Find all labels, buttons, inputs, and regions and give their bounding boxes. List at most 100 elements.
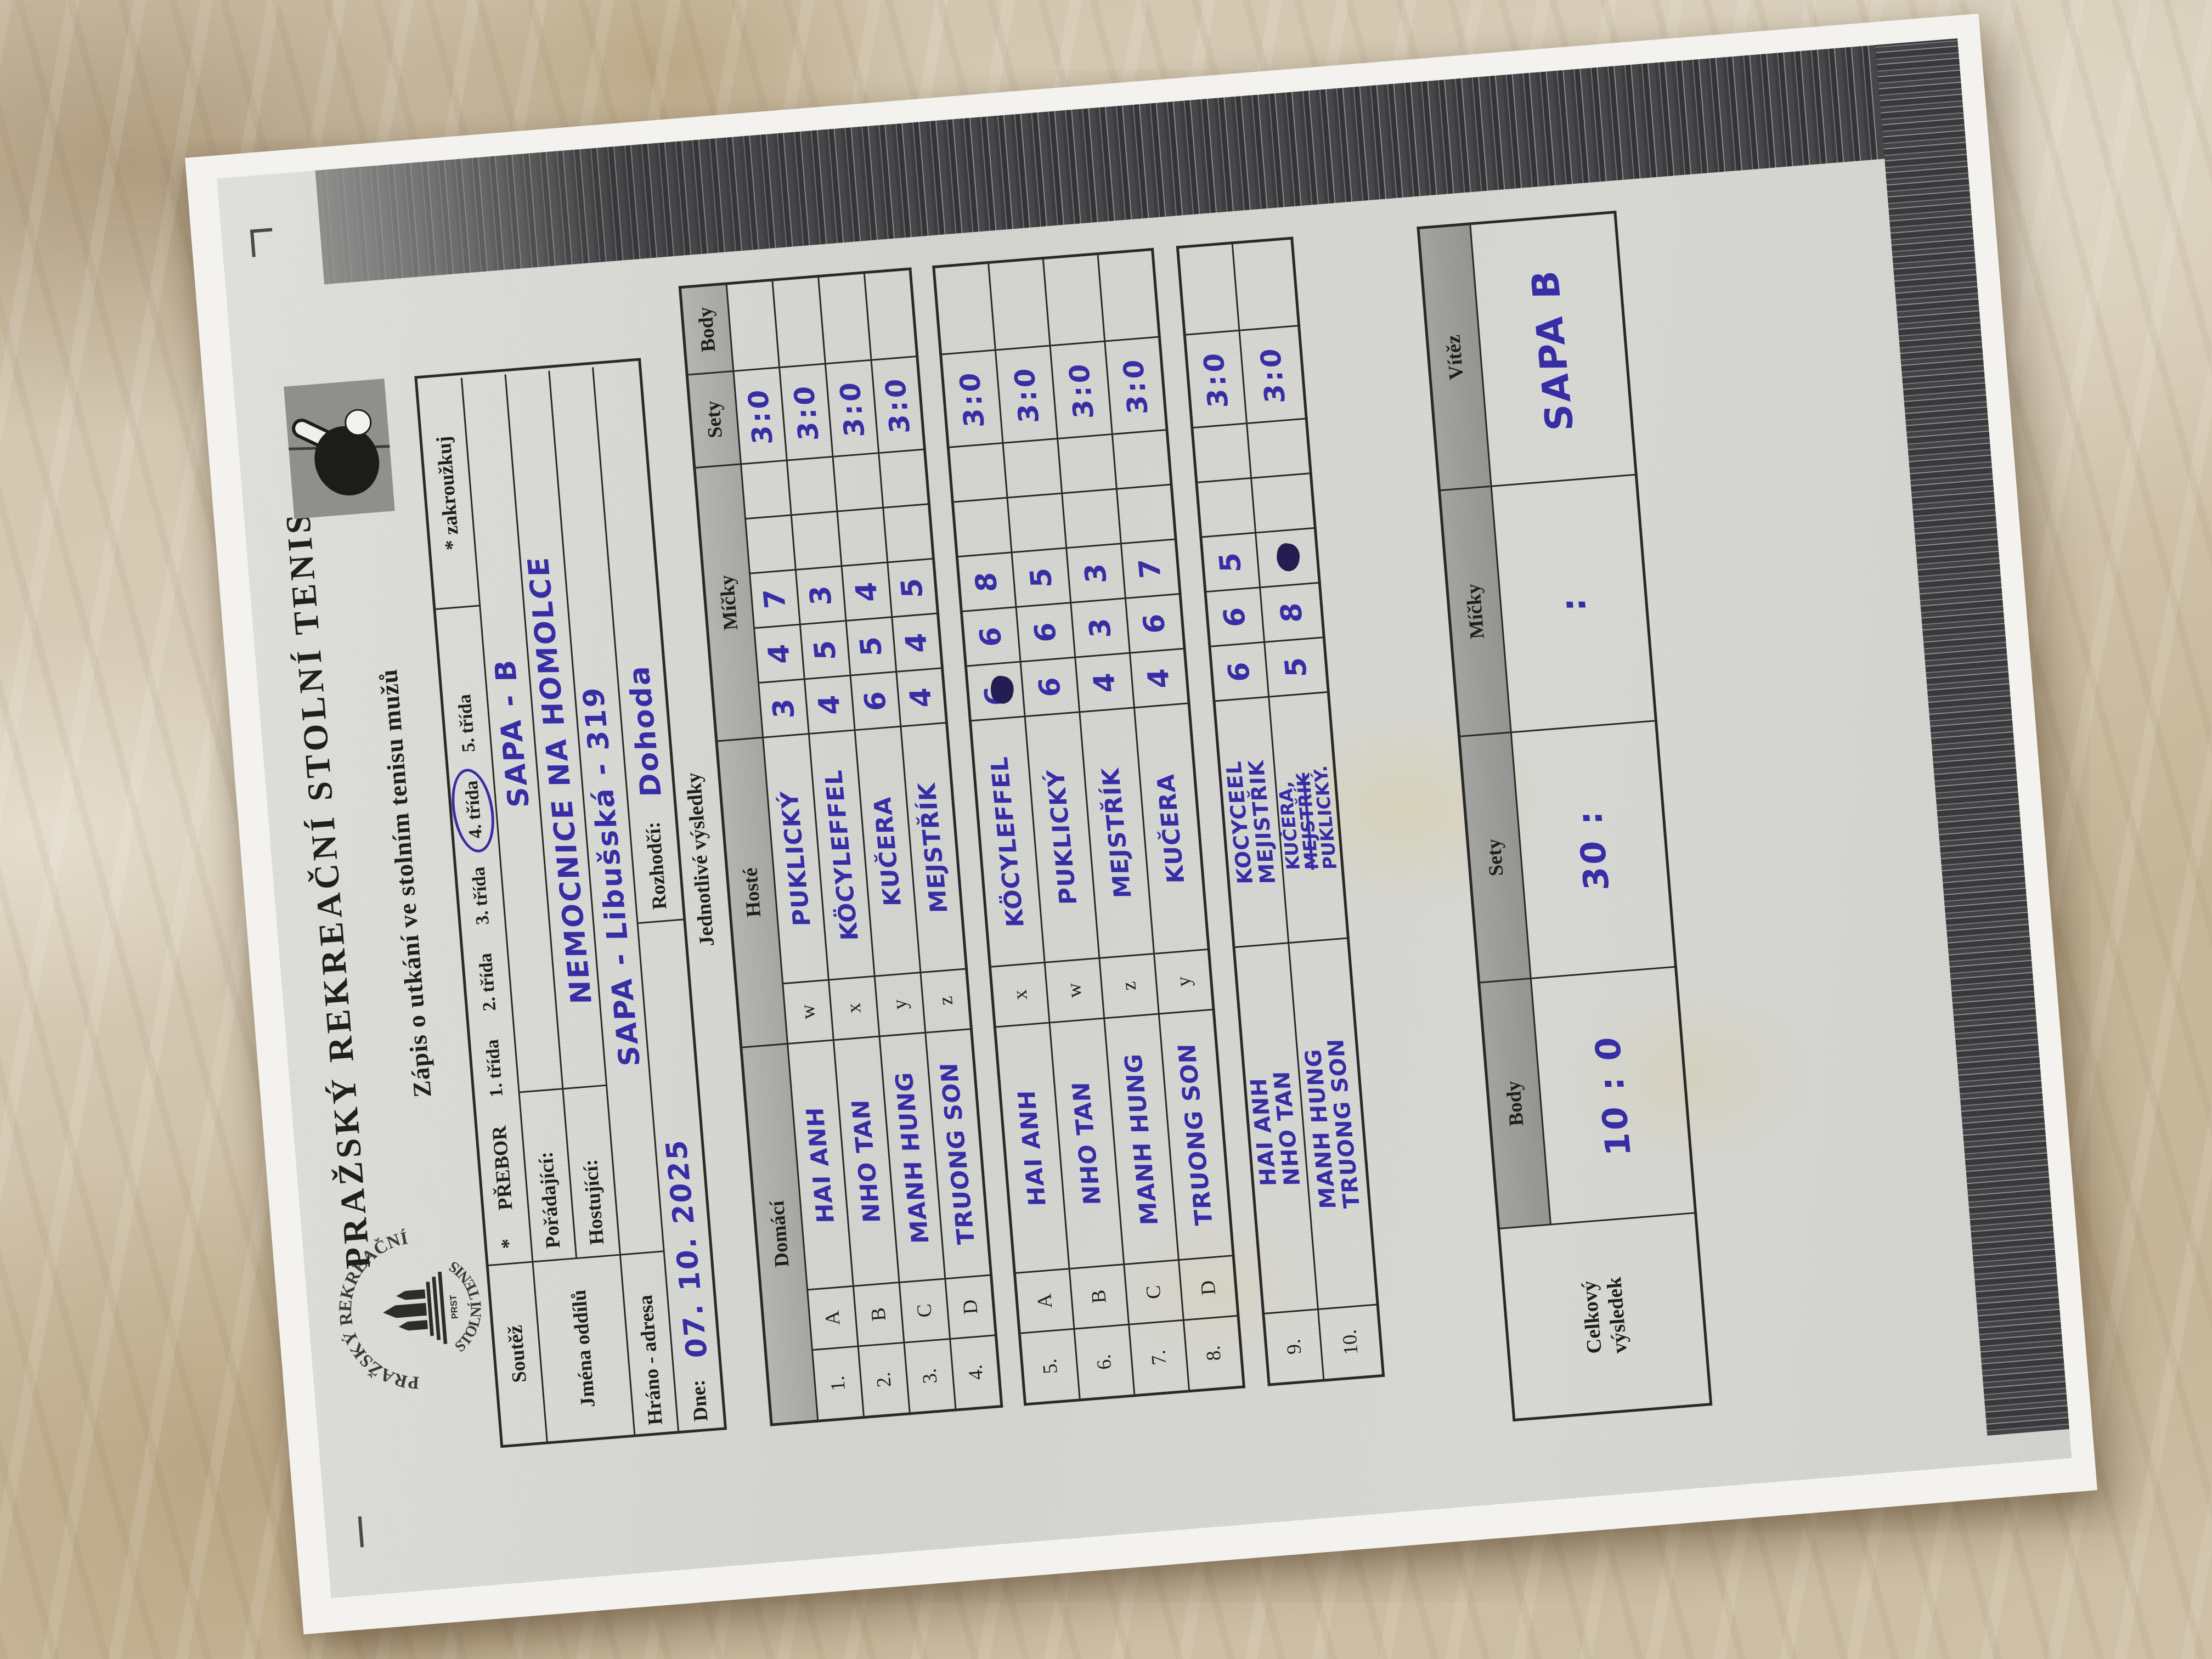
game-5 bbox=[1246, 418, 1311, 478]
ink-blob bbox=[1274, 542, 1302, 573]
game-3: 7 bbox=[749, 569, 800, 628]
game-3: 5 bbox=[1012, 548, 1071, 607]
sets-score: 3:0 bbox=[1104, 336, 1167, 435]
class-3: 3. třída bbox=[467, 866, 493, 926]
points bbox=[772, 276, 826, 368]
points bbox=[1043, 253, 1105, 346]
player-letter-guest: y bbox=[1154, 949, 1214, 1014]
game-3: 3 bbox=[1066, 543, 1126, 603]
game-2: 5 bbox=[846, 617, 896, 676]
game-2: 8 bbox=[1260, 582, 1324, 642]
points bbox=[818, 272, 872, 364]
game-3: 3 bbox=[795, 566, 847, 625]
game-1: 4 bbox=[1075, 653, 1135, 712]
game-2: 6 bbox=[1125, 594, 1185, 653]
player-letter-home: C bbox=[899, 1278, 950, 1343]
points bbox=[864, 269, 917, 360]
player-letter-home: B bbox=[853, 1282, 904, 1346]
game-2: 4 bbox=[891, 613, 943, 672]
sets-score: 3:0 bbox=[871, 356, 925, 453]
club-logo: PRAŽSKÝ REKREAČNÍ STOLNÍ TENIS PRST bbox=[332, 1228, 489, 1398]
player-letter-home: C bbox=[1124, 1260, 1184, 1325]
game-5 bbox=[878, 449, 929, 508]
class-5: 5. třída bbox=[454, 693, 479, 753]
player-letter-guest: x bbox=[990, 962, 1049, 1028]
game-1: 6 bbox=[966, 662, 1025, 721]
game-2: 3 bbox=[1070, 598, 1130, 658]
player-letter-guest: w bbox=[782, 980, 834, 1044]
game-1: 5 bbox=[1264, 637, 1329, 697]
match-number: 7. bbox=[1128, 1320, 1189, 1396]
game-1: 6 bbox=[1209, 642, 1269, 702]
total-balls: : bbox=[1491, 475, 1656, 732]
game-1: 6 bbox=[1020, 657, 1080, 716]
game-4 bbox=[791, 511, 842, 570]
dne-label: Dne: bbox=[686, 1379, 713, 1423]
sets-score: 3:0 bbox=[733, 367, 787, 464]
match-number: 8. bbox=[1183, 1316, 1244, 1391]
match-number: 1. bbox=[812, 1346, 864, 1421]
sets-score: 3:0 bbox=[995, 346, 1058, 443]
player-letter-guest: w bbox=[1045, 958, 1104, 1023]
class-1: 1. třída bbox=[482, 1039, 507, 1098]
game-5 bbox=[741, 460, 792, 519]
game-4 bbox=[1196, 478, 1256, 538]
sets-score: 3:0 bbox=[779, 363, 833, 461]
game-3: 5 bbox=[887, 558, 938, 617]
col-header-sety: Sety bbox=[687, 371, 741, 468]
game-4 bbox=[1116, 484, 1176, 544]
total-sets: 30 : bbox=[1511, 720, 1676, 979]
game-5 bbox=[787, 456, 838, 515]
game-3 bbox=[1255, 528, 1320, 588]
jmena-oddilu-label: Jména oddílů bbox=[533, 1254, 636, 1442]
logo-center-text: PRST bbox=[448, 1295, 460, 1319]
game-1: 6 bbox=[850, 672, 901, 730]
match-number: 2. bbox=[858, 1342, 910, 1418]
scoresheet-paper: PRAŽSKÝ REKREAČNÍ STOLNÍ TENIS PRST bbox=[185, 13, 2097, 1635]
points bbox=[726, 280, 780, 371]
game-2: 4 bbox=[754, 624, 805, 683]
col-header-body: Body bbox=[680, 283, 733, 375]
sets-score: 3:0 bbox=[1184, 330, 1247, 428]
player-letter-guest: x bbox=[828, 976, 880, 1040]
match-number: 9. bbox=[1263, 1309, 1324, 1385]
table-tennis-paddle-icon bbox=[284, 379, 395, 520]
player-letter-home: A bbox=[807, 1286, 859, 1350]
rozhodci-label: Rozhodčí: bbox=[641, 821, 672, 911]
game-5 bbox=[1002, 438, 1062, 498]
game-3: 8 bbox=[957, 552, 1017, 612]
competition-name: PŘEBOR bbox=[488, 1125, 517, 1211]
total-result-table: Celkový výsledek Body Sety Míčky Vítěz 1… bbox=[1417, 210, 1713, 1422]
points bbox=[988, 258, 1051, 351]
game-2: 5 bbox=[800, 620, 851, 679]
match-number: 10. bbox=[1318, 1304, 1384, 1381]
points bbox=[933, 262, 996, 355]
winner: SAPA B bbox=[1470, 212, 1637, 487]
player-letter-home: B bbox=[1069, 1264, 1129, 1329]
player-letter-home: A bbox=[1014, 1268, 1074, 1334]
game-2: 6 bbox=[1205, 587, 1265, 647]
points bbox=[1232, 238, 1299, 331]
match-number: 3. bbox=[904, 1339, 956, 1414]
player-letter-guest: y bbox=[874, 972, 926, 1037]
castle-icon bbox=[383, 1271, 448, 1345]
sets-score: 3:0 bbox=[940, 350, 1003, 448]
game-5 bbox=[1057, 434, 1117, 494]
game-2: 6 bbox=[1016, 602, 1075, 662]
game-1: 4 bbox=[1130, 648, 1189, 708]
game-3: 7 bbox=[1121, 539, 1181, 599]
game-5 bbox=[1192, 423, 1251, 483]
game-4 bbox=[837, 507, 888, 566]
handwritten-circle bbox=[445, 765, 500, 856]
asterisk: * bbox=[496, 1237, 521, 1250]
game-5 bbox=[832, 453, 883, 512]
game-1: 4 bbox=[804, 675, 855, 734]
match-number: 4. bbox=[950, 1335, 1002, 1410]
sets-score: 3:0 bbox=[1050, 341, 1113, 439]
sets-score: 3:0 bbox=[825, 360, 879, 457]
game-4 bbox=[1251, 473, 1316, 533]
game-1: 4 bbox=[896, 668, 947, 727]
game-3: 4 bbox=[842, 562, 892, 621]
game-4 bbox=[1062, 489, 1121, 548]
